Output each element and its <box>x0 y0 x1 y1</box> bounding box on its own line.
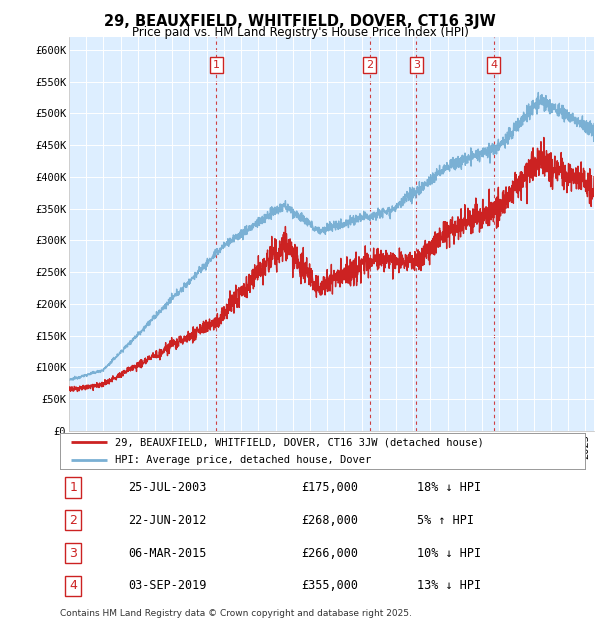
Text: 1: 1 <box>69 481 77 494</box>
Text: 5% ↑ HPI: 5% ↑ HPI <box>417 514 474 526</box>
Text: 13% ↓ HPI: 13% ↓ HPI <box>417 580 481 592</box>
Text: 2: 2 <box>69 514 77 526</box>
Text: 18% ↓ HPI: 18% ↓ HPI <box>417 481 481 494</box>
Text: 4: 4 <box>490 60 497 70</box>
Text: 3: 3 <box>69 547 77 559</box>
Text: 25-JUL-2003: 25-JUL-2003 <box>128 481 206 494</box>
Text: £266,000: £266,000 <box>302 547 359 559</box>
Text: HPI: Average price, detached house, Dover: HPI: Average price, detached house, Dove… <box>115 455 371 466</box>
Text: £355,000: £355,000 <box>302 580 359 592</box>
Text: 10% ↓ HPI: 10% ↓ HPI <box>417 547 481 559</box>
Text: £175,000: £175,000 <box>302 481 359 494</box>
Text: 2: 2 <box>366 60 373 70</box>
Text: 29, BEAUXFIELD, WHITFIELD, DOVER, CT16 3JW: 29, BEAUXFIELD, WHITFIELD, DOVER, CT16 3… <box>104 14 496 29</box>
Text: 29, BEAUXFIELD, WHITFIELD, DOVER, CT16 3JW (detached house): 29, BEAUXFIELD, WHITFIELD, DOVER, CT16 3… <box>115 437 484 448</box>
Text: Price paid vs. HM Land Registry's House Price Index (HPI): Price paid vs. HM Land Registry's House … <box>131 26 469 39</box>
Text: £268,000: £268,000 <box>302 514 359 526</box>
Text: 3: 3 <box>413 60 420 70</box>
Text: Contains HM Land Registry data © Crown copyright and database right 2025.
This d: Contains HM Land Registry data © Crown c… <box>60 609 412 620</box>
Text: 1: 1 <box>213 60 220 70</box>
Text: 06-MAR-2015: 06-MAR-2015 <box>128 547 206 559</box>
Text: 4: 4 <box>69 580 77 592</box>
Text: 03-SEP-2019: 03-SEP-2019 <box>128 580 206 592</box>
Text: 22-JUN-2012: 22-JUN-2012 <box>128 514 206 526</box>
